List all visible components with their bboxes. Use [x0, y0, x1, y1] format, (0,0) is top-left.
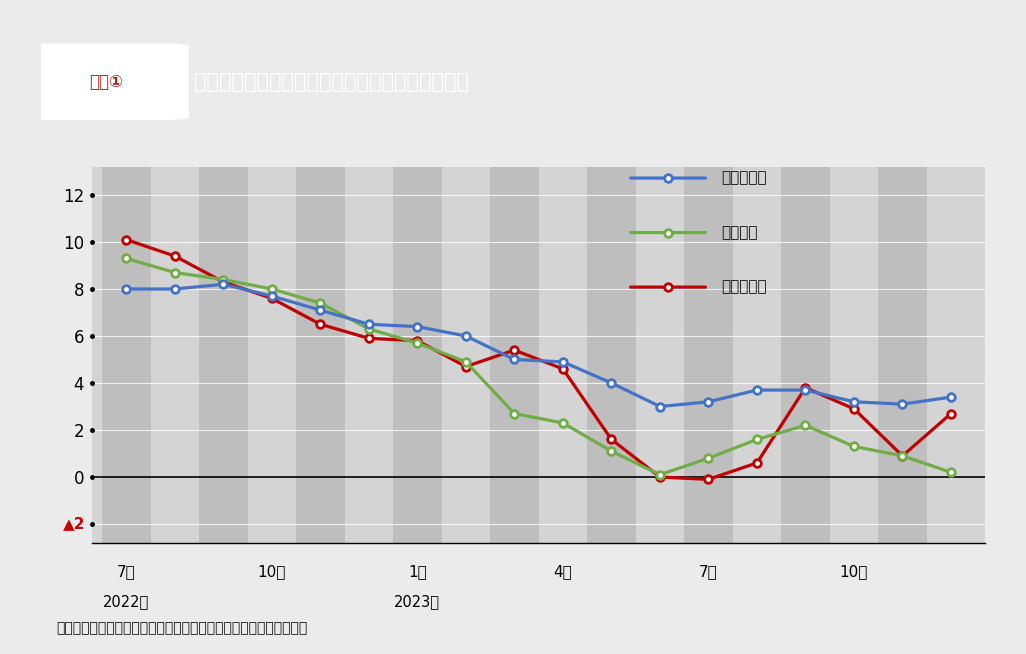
Text: 消費者物価: 消費者物価 [721, 171, 767, 186]
FancyBboxPatch shape [22, 43, 189, 120]
Bar [587, 167, 636, 543]
Text: 出所：米国労働省労働統計局のデータから三井物産戦略研究所作成: 出所：米国労働省労働統計局のデータから三井物産戦略研究所作成 [56, 622, 308, 636]
Text: 4月: 4月 [554, 564, 573, 579]
Text: 小売売上高: 小売売上高 [721, 280, 767, 294]
Text: 10月: 10月 [840, 564, 868, 579]
Text: 1月: 1月 [408, 564, 427, 579]
Text: ▲2: ▲2 [63, 517, 85, 532]
Bar [247, 167, 297, 543]
Text: 米国の消費者物価、企業物価、小売売上高の推移: 米国の消費者物価、企業物価、小売売上高の推移 [194, 72, 469, 92]
Bar [733, 167, 781, 543]
Text: 2023年: 2023年 [394, 594, 440, 609]
Text: 図表①: 図表① [89, 73, 123, 91]
Text: 2022年: 2022年 [104, 594, 150, 609]
Bar [684, 167, 733, 543]
Bar [926, 167, 976, 543]
Bar [393, 167, 441, 543]
Text: 7月: 7月 [117, 564, 135, 579]
Bar [441, 167, 490, 543]
Bar [297, 167, 345, 543]
Bar [345, 167, 393, 543]
Bar [539, 167, 587, 543]
Bar [636, 167, 684, 543]
Text: 企業物価: 企業物価 [721, 225, 758, 240]
Bar [490, 167, 539, 543]
Bar [830, 167, 878, 543]
Text: 10月: 10月 [258, 564, 286, 579]
Text: 7月: 7月 [699, 564, 718, 579]
Bar [878, 167, 926, 543]
Bar [199, 167, 247, 543]
Bar [102, 167, 151, 543]
Bar [151, 167, 199, 543]
Bar [781, 167, 830, 543]
